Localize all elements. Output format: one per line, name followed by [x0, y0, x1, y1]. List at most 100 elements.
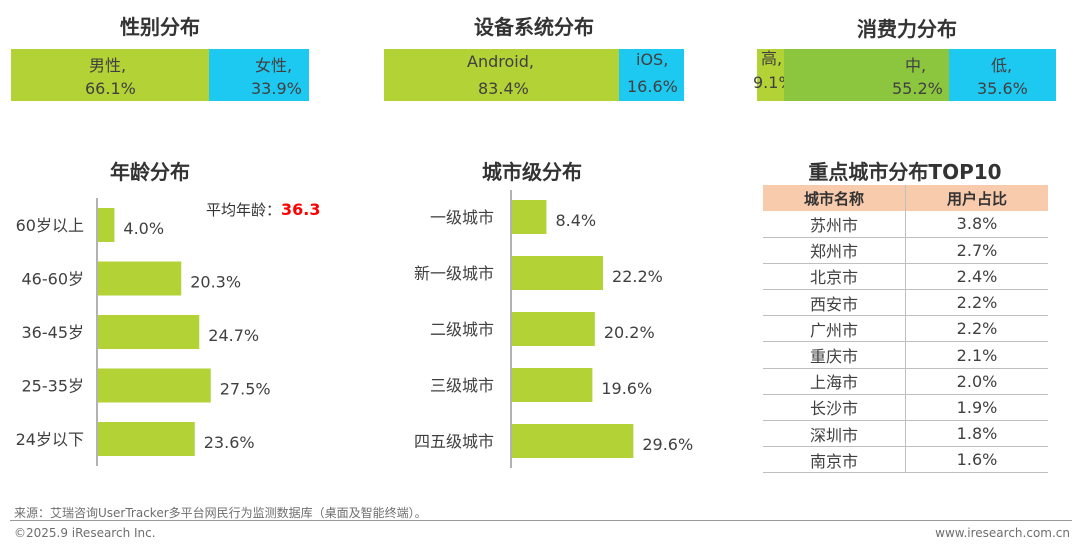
table-header-row: 城市名称 用户占比 — [763, 185, 1048, 211]
city-share-cell: 1.6% — [905, 446, 1048, 474]
gender-male-segment: 男性, 66.1% — [11, 49, 209, 101]
footer-divider — [10, 520, 1072, 521]
source-note: 来源：艾瑞咨询UserTracker多平台网民行为监测数据库（桌面及智能终端）。 — [14, 506, 427, 520]
device-ios-value: 16.6% — [627, 77, 678, 96]
spending-high-segment: 高, 9.1% — [753, 49, 794, 101]
gender-stacked-bar: 男性, 66.1% 女性, 33.9% — [11, 49, 309, 101]
city-share-cell: 2.2% — [905, 289, 1048, 317]
top-cities-table: 城市名称 用户占比 苏州市 3.8% 郑州市 2.7% 北京市 2.4% 西安市 2.2% 广州… — [763, 185, 1048, 474]
data-label: 8.4% — [555, 211, 596, 230]
category-label: 46-60岁 — [22, 270, 85, 289]
gender-female-segment: 女性, 33.9% — [209, 49, 309, 101]
device-ios-segment: iOS, 16.6% — [619, 49, 684, 101]
average-age-annotation: 平均年龄：36.3 — [206, 199, 321, 220]
gender-female-label: 女性, — [255, 56, 293, 75]
average-age-value: 36.3 — [281, 200, 321, 219]
bar — [512, 200, 547, 234]
table-row: 广州市 2.2% — [763, 315, 1048, 343]
city-name-cell: 深圳市 — [763, 420, 906, 448]
city-share-cell: 2.7% — [905, 237, 1048, 264]
table-row: 南京市 1.6% — [763, 446, 1048, 474]
website-text: www.iresearch.com.cn — [935, 526, 1070, 540]
table-row: 郑州市 2.7% — [763, 237, 1048, 264]
column-header-share: 用户占比 — [905, 185, 1048, 211]
gender-female-value: 33.9% — [251, 79, 302, 98]
city-name-cell: 南京市 — [763, 446, 906, 474]
table-row: 苏州市 3.8% — [763, 211, 1048, 238]
device-android-value: 83.4% — [478, 79, 529, 98]
city-name-cell: 长沙市 — [763, 394, 906, 422]
bar — [512, 368, 593, 402]
spending-chart-title: 消费力分布 — [857, 17, 957, 41]
category-label: 60岁以上 — [16, 216, 84, 235]
category-label: 25-35岁 — [22, 377, 85, 396]
data-label: 27.5% — [220, 380, 271, 399]
bar — [98, 422, 195, 456]
city-name-cell: 广州市 — [763, 315, 906, 343]
city-name-cell: 上海市 — [763, 368, 906, 395]
data-label: 23.6% — [204, 433, 255, 452]
city-share-cell: 2.4% — [905, 263, 1048, 291]
device-stacked-bar: Android, 83.4% iOS, 16.6% — [384, 49, 684, 101]
table-row: 西安市 2.2% — [763, 289, 1048, 317]
age-bar-chart: 60岁以上 4.0% 46-60岁 20.3% 36-45岁 24.7% 25-35岁 27.… — [16, 198, 271, 466]
spending-low-value: 35.6% — [977, 79, 1028, 98]
category-label: 一级城市 — [430, 208, 494, 227]
data-label: 20.2% — [604, 323, 655, 342]
city-name-cell: 郑州市 — [763, 237, 906, 264]
spending-low-segment: 低, 35.6% — [949, 49, 1056, 101]
spending-mid-value: 55.2% — [892, 79, 943, 98]
device-chart-title: 设备系统分布 — [474, 15, 594, 39]
table-row: 北京市 2.4% — [763, 263, 1048, 291]
age-chart-title: 年龄分布 — [110, 160, 190, 184]
copyright-text: ©2025.9 iResearch Inc. — [14, 526, 156, 540]
category-label: 二级城市 — [430, 320, 494, 339]
average-age-label: 平均年龄： — [206, 201, 282, 219]
bar — [98, 208, 115, 242]
city-share-cell: 3.8% — [905, 211, 1048, 238]
bar — [512, 256, 604, 290]
gender-male-value: 66.1% — [85, 79, 136, 98]
city-share-cell: 1.9% — [905, 394, 1048, 422]
table-row: 重庆市 2.1% — [763, 341, 1048, 369]
category-label: 四五级城市 — [414, 432, 494, 451]
spending-high-value: 9.1% — [753, 73, 794, 92]
spending-mid-label: 中, — [905, 56, 927, 75]
table-row: 深圳市 1.8% — [763, 420, 1048, 448]
city-name-cell: 重庆市 — [763, 341, 906, 369]
column-header-city: 城市名称 — [763, 185, 906, 211]
city-tier-chart-title: 城市级分布 — [482, 160, 582, 184]
data-label: 24.7% — [208, 326, 259, 345]
table-row: 长沙市 1.9% — [763, 394, 1048, 422]
table-row: 上海市 2.0% — [763, 368, 1048, 395]
city-name-cell: 西安市 — [763, 289, 906, 317]
category-label: 新一级城市 — [414, 264, 494, 283]
category-label: 三级城市 — [430, 376, 494, 395]
city-share-cell: 2.0% — [905, 368, 1048, 395]
spending-high-label: 高, — [761, 49, 783, 68]
city-share-cell: 1.8% — [905, 420, 1048, 448]
spending-low-label: 低, — [991, 56, 1013, 75]
bar — [512, 424, 634, 458]
data-label: 22.2% — [612, 267, 663, 286]
city-name-cell: 北京市 — [763, 263, 906, 291]
bar — [98, 315, 200, 349]
gender-male-label: 男性, — [89, 56, 127, 75]
category-label: 24岁以下 — [16, 430, 84, 449]
spending-stacked-bar: 高, 9.1% 中, 55.2% 低, 35.6% — [753, 49, 1056, 101]
category-label: 36-45岁 — [22, 323, 85, 342]
device-android-segment: Android, 83.4% — [384, 49, 619, 101]
bar — [512, 312, 595, 346]
gender-chart-title: 性别分布 — [120, 15, 200, 39]
bar — [98, 368, 211, 403]
bar — [98, 261, 182, 296]
top-cities-title: 重点城市分布TOP10 — [808, 160, 1002, 184]
city-tier-bar-chart: 一级城市 8.4% 新一级城市 22.2% 二级城市 20.2% 三级城市 19.6% 四五级城… — [414, 190, 693, 468]
data-label: 20.3% — [190, 273, 241, 292]
device-android-label: Android, — [467, 52, 534, 71]
spending-mid-segment: 中, 55.2% — [784, 49, 949, 101]
city-name-cell: 苏州市 — [763, 211, 906, 238]
data-label: 4.0% — [123, 219, 164, 238]
city-share-cell: 2.2% — [905, 315, 1048, 343]
device-ios-label: iOS, — [636, 50, 669, 69]
